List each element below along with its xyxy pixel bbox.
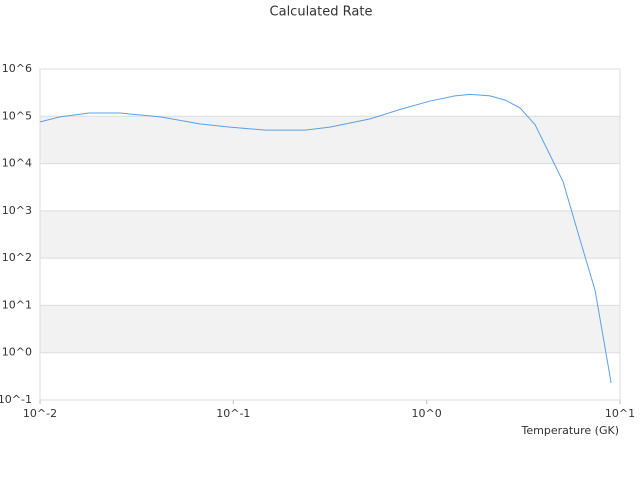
x-tick-label: 10^0 [412,407,442,420]
y-tick-label: 10^1 [2,298,32,311]
plot-border [39,68,621,401]
y-tick-label: 10^4 [2,157,32,170]
x-tick-label: 10^-1 [216,407,250,420]
data-line [39,93,612,383]
band [40,210,620,259]
plot-background [40,116,620,353]
band [40,116,620,164]
chart-title: Calculated Rate [270,5,373,20]
x-tick-label: 10^-2 [23,407,57,420]
y-tick-label: 10^0 [2,346,32,359]
band [40,305,620,353]
y-tick-label: 10^3 [2,204,32,217]
y-tick-label: 10^5 [2,109,32,122]
y-tick-label: 10^6 [2,62,32,75]
x-axis-label: Temperature (GK) [521,424,620,437]
x-tick-label: 10^1 [605,407,635,420]
y-tick-label: 10^2 [2,251,32,264]
y-tick-label: 10^-1 [0,393,32,406]
